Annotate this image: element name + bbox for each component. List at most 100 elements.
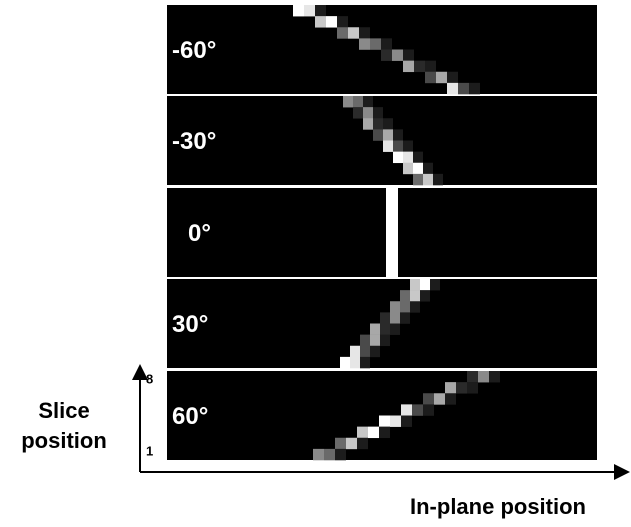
pixel xyxy=(400,290,410,301)
pixel xyxy=(447,83,458,94)
pixel xyxy=(456,382,467,393)
pixel xyxy=(393,152,403,163)
pixel xyxy=(436,72,447,83)
pixel xyxy=(413,174,423,185)
pixel xyxy=(368,427,379,438)
pixel xyxy=(445,393,456,404)
panel-label: 30° xyxy=(172,311,208,338)
pixel xyxy=(326,16,337,27)
pixel xyxy=(304,5,315,16)
pixel xyxy=(360,335,370,346)
pixel xyxy=(430,279,440,290)
pixel xyxy=(423,163,433,174)
image-panel xyxy=(167,188,597,277)
pixel xyxy=(410,290,420,301)
panel-label: -30° xyxy=(172,128,216,155)
pixel xyxy=(390,301,400,312)
pixel xyxy=(337,27,348,38)
pixel xyxy=(335,438,346,449)
pixel xyxy=(373,107,383,118)
pixel xyxy=(467,371,478,382)
panels: -60°-30°0°30°60° xyxy=(167,5,597,460)
pixel xyxy=(467,382,478,393)
panel-label: 60° xyxy=(172,403,208,430)
pixel xyxy=(363,118,373,129)
pixel xyxy=(381,50,392,61)
pixel xyxy=(370,346,380,357)
pixel xyxy=(403,163,413,174)
pixel xyxy=(410,279,420,290)
pixel xyxy=(403,50,414,61)
pixel-streak xyxy=(386,188,398,277)
pixel xyxy=(379,416,390,427)
pixel xyxy=(293,5,304,16)
pixel xyxy=(370,335,380,346)
pixel xyxy=(390,416,401,427)
pixel xyxy=(373,129,383,140)
y-top-label: 8 xyxy=(146,371,153,386)
y-bottom-label: 1 xyxy=(146,443,153,458)
pixel xyxy=(350,346,360,357)
pixel xyxy=(489,371,500,382)
pixel xyxy=(414,61,425,72)
pixel xyxy=(401,416,412,427)
pixel xyxy=(400,301,410,312)
pixel xyxy=(447,72,458,83)
pixel xyxy=(353,107,363,118)
x-axis-label: In-plane position xyxy=(410,494,586,519)
pixel xyxy=(433,174,443,185)
pixel xyxy=(390,324,400,335)
pixel xyxy=(425,61,436,72)
pixel xyxy=(403,141,413,152)
pixel xyxy=(381,38,392,49)
pixel xyxy=(434,393,445,404)
pixel xyxy=(380,324,390,335)
pixel xyxy=(379,427,390,438)
pixel xyxy=(393,129,403,140)
pixel xyxy=(420,279,430,290)
pixel xyxy=(360,357,370,368)
pixel xyxy=(346,438,357,449)
pixel xyxy=(383,141,393,152)
pixel xyxy=(357,438,368,449)
pixel xyxy=(469,83,480,94)
pixel xyxy=(363,107,373,118)
pixel xyxy=(445,382,456,393)
pixel xyxy=(337,16,348,27)
y-axis-label: position xyxy=(21,428,107,453)
pixel xyxy=(400,312,410,323)
pixel xyxy=(423,174,433,185)
pixel xyxy=(383,129,393,140)
figure: -60°-30°0°30°60° 8 1 Slice position In-p… xyxy=(0,0,631,527)
pixel xyxy=(324,449,335,460)
pixel xyxy=(335,449,346,460)
pixel xyxy=(383,118,393,129)
pixel xyxy=(348,27,359,38)
pixel xyxy=(359,38,370,49)
pixel xyxy=(313,449,324,460)
pixel xyxy=(353,96,363,107)
pixel xyxy=(315,5,326,16)
panel-label: -60° xyxy=(172,37,216,64)
pixel xyxy=(340,357,350,368)
pixel xyxy=(373,118,383,129)
pixel xyxy=(380,312,390,323)
pixel xyxy=(359,27,370,38)
pixel xyxy=(403,152,413,163)
pixel xyxy=(478,371,489,382)
pixel xyxy=(425,72,436,83)
pixel xyxy=(357,427,368,438)
pixel xyxy=(360,346,370,357)
pixel xyxy=(350,357,360,368)
pixel xyxy=(458,83,469,94)
pixel xyxy=(343,96,353,107)
pixel xyxy=(410,301,420,312)
pixel xyxy=(423,393,434,404)
pixel xyxy=(413,152,423,163)
pixel xyxy=(370,38,381,49)
pixel xyxy=(315,16,326,27)
pixel xyxy=(380,335,390,346)
pixel xyxy=(363,96,373,107)
pixel xyxy=(412,404,423,415)
pixel xyxy=(413,163,423,174)
